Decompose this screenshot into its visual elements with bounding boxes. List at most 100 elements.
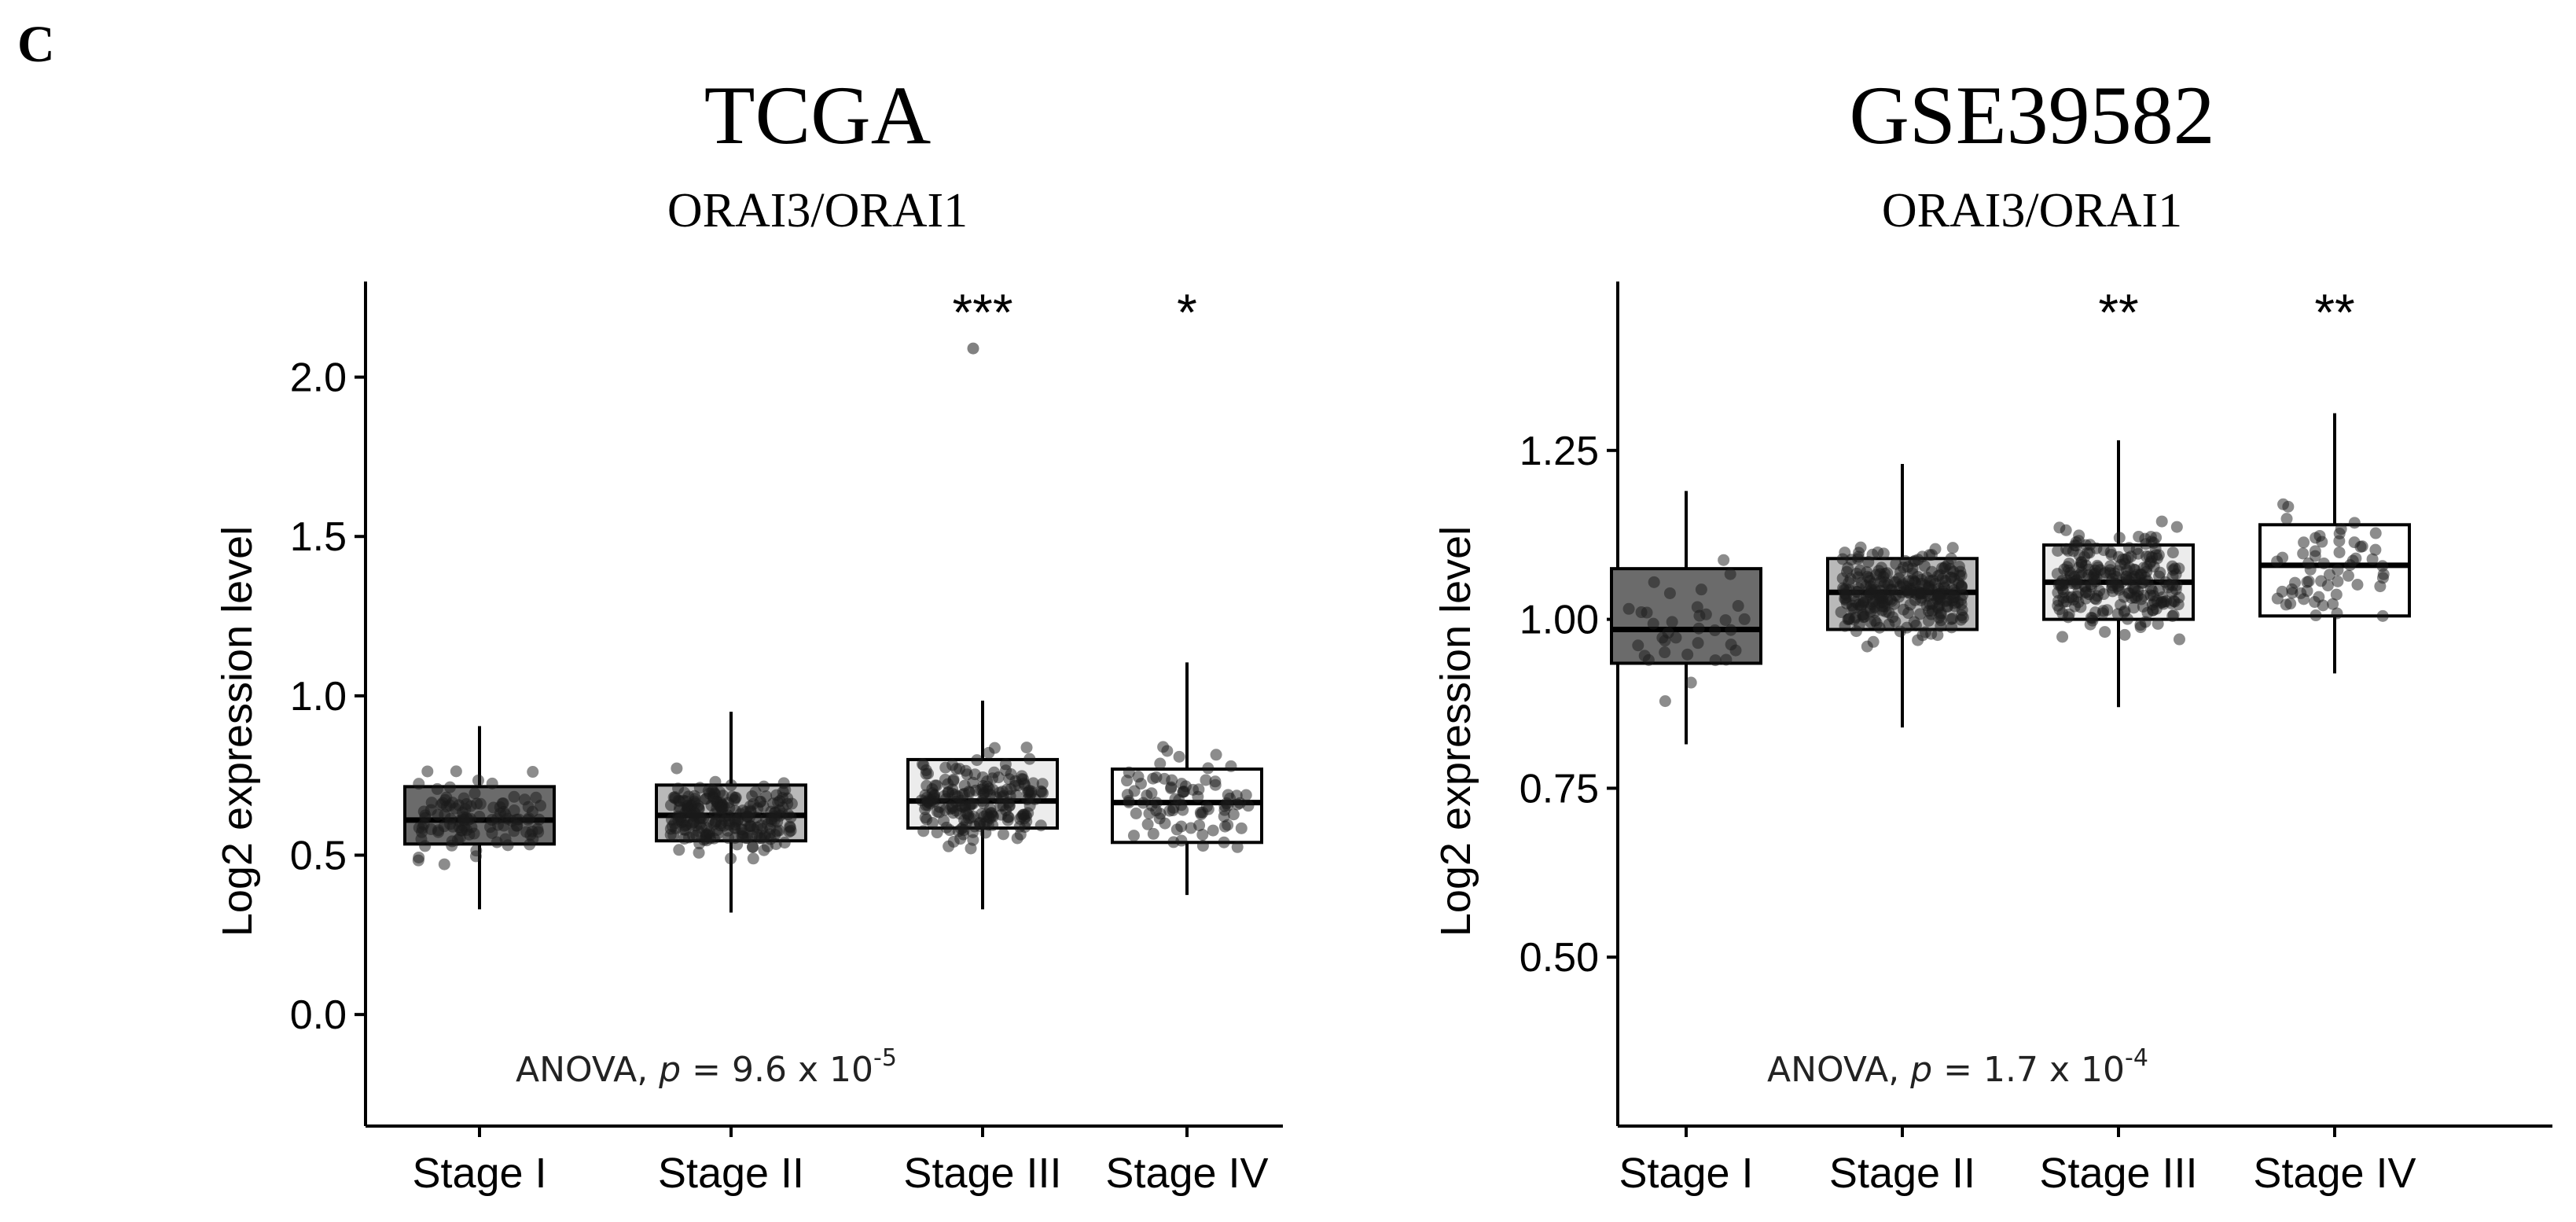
data-point	[2330, 588, 2343, 601]
data-point	[705, 783, 718, 796]
data-point	[715, 817, 727, 830]
data-point	[1161, 745, 1174, 757]
data-point	[2152, 617, 2164, 630]
data-point	[1218, 836, 1230, 848]
data-point	[979, 792, 991, 804]
data-point	[2099, 626, 2111, 639]
data-point	[768, 814, 781, 826]
data-point	[938, 790, 950, 802]
data-point	[963, 801, 976, 813]
anova-p-symbol: p	[658, 1050, 681, 1090]
data-point	[2093, 584, 2106, 597]
data-point	[947, 835, 960, 848]
data-point	[2057, 591, 2070, 604]
data-point	[981, 780, 994, 793]
data-point	[1209, 778, 1222, 791]
data-point	[1632, 639, 1644, 652]
data-point	[1003, 800, 1016, 812]
data-point	[473, 811, 486, 823]
data-point	[2342, 569, 2354, 582]
tcga-panel: TCGA ORAI3/ORAI1 Log2 expression level 0…	[214, 69, 1283, 1197]
data-point	[1845, 554, 1858, 566]
data-point	[2154, 566, 2166, 579]
y-tick-label: 0.50	[1520, 935, 1599, 981]
data-point	[2118, 606, 2130, 619]
data-point	[1850, 625, 1862, 638]
anova-exponent: -5	[873, 1044, 897, 1072]
box-group-stage-iii: Stage III	[2039, 440, 2198, 1197]
data-point	[778, 837, 791, 849]
data-point	[1659, 695, 1671, 708]
data-point	[1942, 558, 1955, 571]
data-point	[1127, 830, 1140, 842]
data-point	[1202, 762, 1215, 775]
data-point	[1647, 617, 1659, 630]
data-point	[1738, 613, 1751, 625]
data-point	[965, 842, 977, 855]
data-point	[1919, 626, 1931, 639]
data-point	[1227, 808, 1240, 821]
outlier-point	[967, 342, 979, 355]
data-point	[773, 824, 785, 837]
data-point	[508, 825, 520, 837]
data-point	[1877, 547, 1890, 560]
data-point	[996, 786, 1009, 798]
data-point	[988, 742, 1001, 754]
significance-stars: **	[2098, 283, 2138, 341]
tcga-subtitle: ORAI3/ORAI1	[667, 184, 968, 237]
data-point	[1666, 616, 1678, 628]
data-point	[667, 791, 680, 804]
data-point	[1720, 653, 1733, 666]
data-point	[1685, 676, 1697, 689]
data-point	[725, 778, 737, 791]
x-tick-label: Stage III	[903, 1150, 1061, 1197]
data-point	[715, 802, 727, 815]
data-point	[1907, 574, 1920, 587]
data-point	[2160, 595, 2173, 608]
data-point	[1010, 789, 1023, 801]
anova-prefix: ANOVA,	[1767, 1050, 1910, 1090]
data-point	[939, 761, 952, 774]
data-point	[2289, 576, 2302, 589]
data-point	[2170, 583, 2182, 596]
points	[2051, 515, 2185, 646]
data-point	[963, 786, 976, 798]
data-point	[1014, 828, 1027, 841]
data-point	[1225, 760, 1237, 772]
data-point	[1725, 639, 1737, 651]
data-point	[524, 838, 536, 851]
x-tick-label: Stage II	[658, 1150, 804, 1197]
data-point	[1893, 591, 1905, 603]
data-point	[486, 777, 498, 790]
data-point	[1909, 594, 1921, 606]
data-point	[1947, 591, 1960, 603]
data-point	[689, 808, 701, 820]
data-point	[689, 793, 701, 805]
data-point	[2056, 574, 2069, 587]
data-point	[1663, 587, 1676, 599]
gse39582-plot-area: 0.50 0.75 1.00 1.25 Stage I Stage II Stage III…	[1520, 282, 2552, 1197]
data-point	[533, 813, 546, 826]
data-point	[931, 826, 943, 839]
data-point	[997, 828, 1009, 841]
data-point	[693, 825, 705, 837]
data-point	[2105, 576, 2118, 588]
data-point	[2134, 619, 2147, 631]
box-group-stage-iv: Stage IV	[1105, 662, 1269, 1197]
data-point	[2118, 628, 2131, 641]
data-point	[1894, 565, 1907, 578]
data-point	[1725, 624, 1737, 636]
data-point	[781, 792, 794, 804]
data-point	[2297, 547, 2310, 560]
box-group-stage-i: Stage I	[403, 726, 556, 1197]
data-point	[2369, 543, 2382, 556]
data-point	[1150, 797, 1163, 809]
data-point	[2144, 531, 2157, 543]
data-point	[453, 799, 465, 812]
data-point	[1137, 797, 1149, 809]
data-point	[1170, 823, 1183, 836]
data-point	[1902, 607, 1915, 620]
data-point	[450, 765, 462, 778]
data-point	[446, 835, 458, 848]
data-point	[1145, 787, 1158, 800]
